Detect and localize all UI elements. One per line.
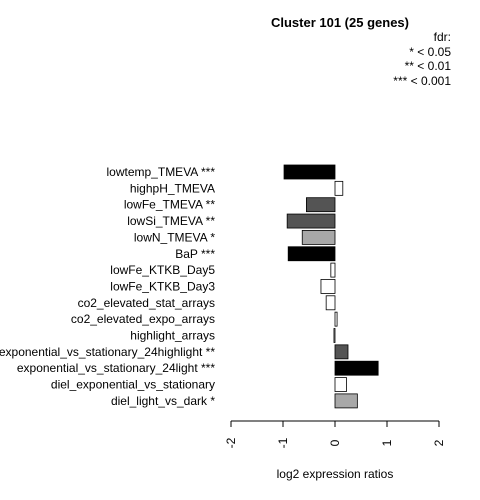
bar-label: lowFe_KTKB_Day3 bbox=[110, 279, 215, 293]
bar bbox=[334, 377, 347, 392]
legend-entry-3: *** < 0.001 bbox=[393, 74, 451, 88]
bar bbox=[330, 262, 336, 278]
bar bbox=[325, 295, 336, 311]
chart-title: Cluster 101 (25 genes) bbox=[271, 15, 409, 30]
bar-label: co2_elevated_expo_arrays bbox=[71, 312, 215, 326]
x-axis: -2 -1 0 1 2 bbox=[224, 420, 446, 448]
bar-label: diel_light_vs_dark * bbox=[111, 394, 215, 408]
bar bbox=[287, 246, 336, 262]
x-axis-label: log2 expression ratios bbox=[277, 467, 394, 481]
legend-entry-2: ** < 0.01 bbox=[405, 59, 452, 73]
bar-label: lowFe_TMEVA ** bbox=[124, 198, 215, 212]
bar bbox=[283, 164, 336, 180]
bar bbox=[334, 311, 338, 327]
bar-label: lowSi_TMEVA ** bbox=[127, 214, 215, 228]
bar bbox=[305, 197, 336, 213]
bar bbox=[301, 229, 336, 245]
bar-label: BaP *** bbox=[175, 247, 215, 261]
legend-entry-1: * < 0.05 bbox=[409, 45, 451, 59]
bar-label: lowFe_KTKB_Day5 bbox=[110, 263, 215, 277]
bar-label: co2_elevated_stat_arrays bbox=[78, 296, 215, 310]
bar-label: lowtemp_TMEVA *** bbox=[107, 165, 216, 179]
bar-label: exponential_vs_stationary_24highlight ** bbox=[0, 345, 215, 359]
bar bbox=[334, 360, 379, 376]
bar bbox=[334, 393, 358, 409]
bar-label: highlight_arrays bbox=[130, 329, 215, 343]
bar bbox=[333, 328, 336, 343]
legend-title: fdr: bbox=[434, 30, 451, 44]
x-tick-label: 2 bbox=[432, 439, 446, 446]
x-tick-label: 1 bbox=[380, 439, 394, 446]
x-tick-label: -1 bbox=[276, 437, 290, 448]
bar-label: lowN_TMEVA * bbox=[134, 230, 215, 244]
bar-label: highpH_TMEVA bbox=[130, 181, 215, 195]
bar-label: exponential_vs_stationary_24light *** bbox=[17, 361, 215, 375]
bar bbox=[286, 213, 336, 229]
x-tick-label: -2 bbox=[224, 437, 238, 448]
bar bbox=[334, 180, 344, 196]
bars-layer: lowtemp_TMEVA *** highpH_TMEVA lowFe_TMEVA… bbox=[0, 164, 379, 409]
x-tick-label: 0 bbox=[328, 439, 342, 446]
bar-label: diel_exponential_vs_stationary bbox=[51, 378, 215, 392]
bar bbox=[320, 279, 336, 294]
bar bbox=[334, 344, 349, 360]
